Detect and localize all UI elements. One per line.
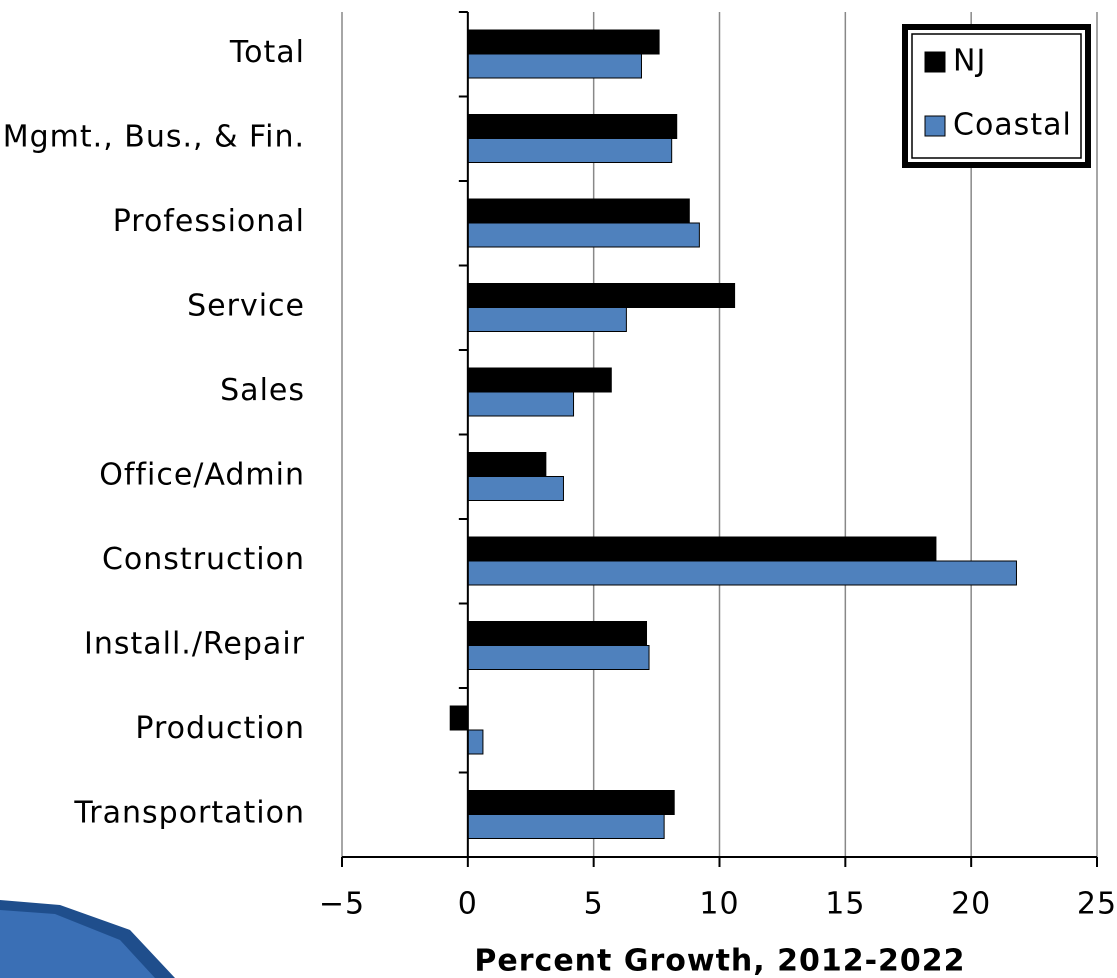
- bar: [467, 114, 678, 139]
- bar: [467, 53, 642, 79]
- y-tick-label: Transportation: [73, 795, 305, 830]
- legend-label: NJ: [953, 44, 986, 79]
- bar: [467, 476, 564, 501]
- x-tick-label: 25: [1077, 887, 1117, 922]
- bar: [467, 367, 612, 393]
- bar: [467, 729, 484, 755]
- bar: [467, 307, 627, 332]
- bar: [467, 452, 547, 477]
- x-tick-label: 10: [699, 887, 739, 922]
- bar: [467, 621, 648, 646]
- bar: [467, 283, 736, 308]
- legend-frame: [902, 24, 1091, 168]
- bar: [467, 198, 690, 224]
- legend-swatch: [924, 115, 946, 137]
- y-tick-label: Mgmt., Bus., & Fin.: [3, 119, 305, 154]
- bar: [467, 814, 665, 839]
- y-tick-label: Install./Repair: [84, 626, 305, 661]
- y-tick-label: Professional: [113, 204, 305, 239]
- y-tick-label: Service: [187, 288, 305, 323]
- x-tick-label: 20: [951, 887, 991, 922]
- y-tick-label: Production: [135, 711, 305, 746]
- bar: [467, 29, 660, 55]
- bar: [467, 222, 700, 248]
- bar: [467, 138, 673, 163]
- x-tick-label: 0: [458, 887, 478, 922]
- bar: [467, 560, 1017, 586]
- y-tick-label: Construction: [102, 542, 305, 577]
- x-axis-title: Percent Growth, 2012-2022: [474, 944, 965, 978]
- bar: [449, 705, 469, 731]
- y-tick-label: Total: [229, 35, 305, 70]
- x-tick-label: 5: [584, 887, 604, 922]
- bar: [467, 536, 937, 562]
- legend-frame-inner: [911, 33, 1082, 159]
- x-tick-label: −5: [319, 887, 365, 922]
- decor-swoosh-inner: [0, 910, 155, 978]
- bar: [467, 645, 650, 670]
- legend-swatch: [924, 51, 946, 73]
- y-tick-label: Office/Admin: [99, 457, 305, 492]
- bar: [467, 790, 675, 815]
- x-tick-label: 15: [825, 887, 865, 922]
- y-tick-label: Sales: [220, 373, 305, 408]
- legend: NJ Coastal: [902, 24, 1091, 168]
- bar: [467, 391, 575, 417]
- legend-label: Coastal: [953, 108, 1072, 143]
